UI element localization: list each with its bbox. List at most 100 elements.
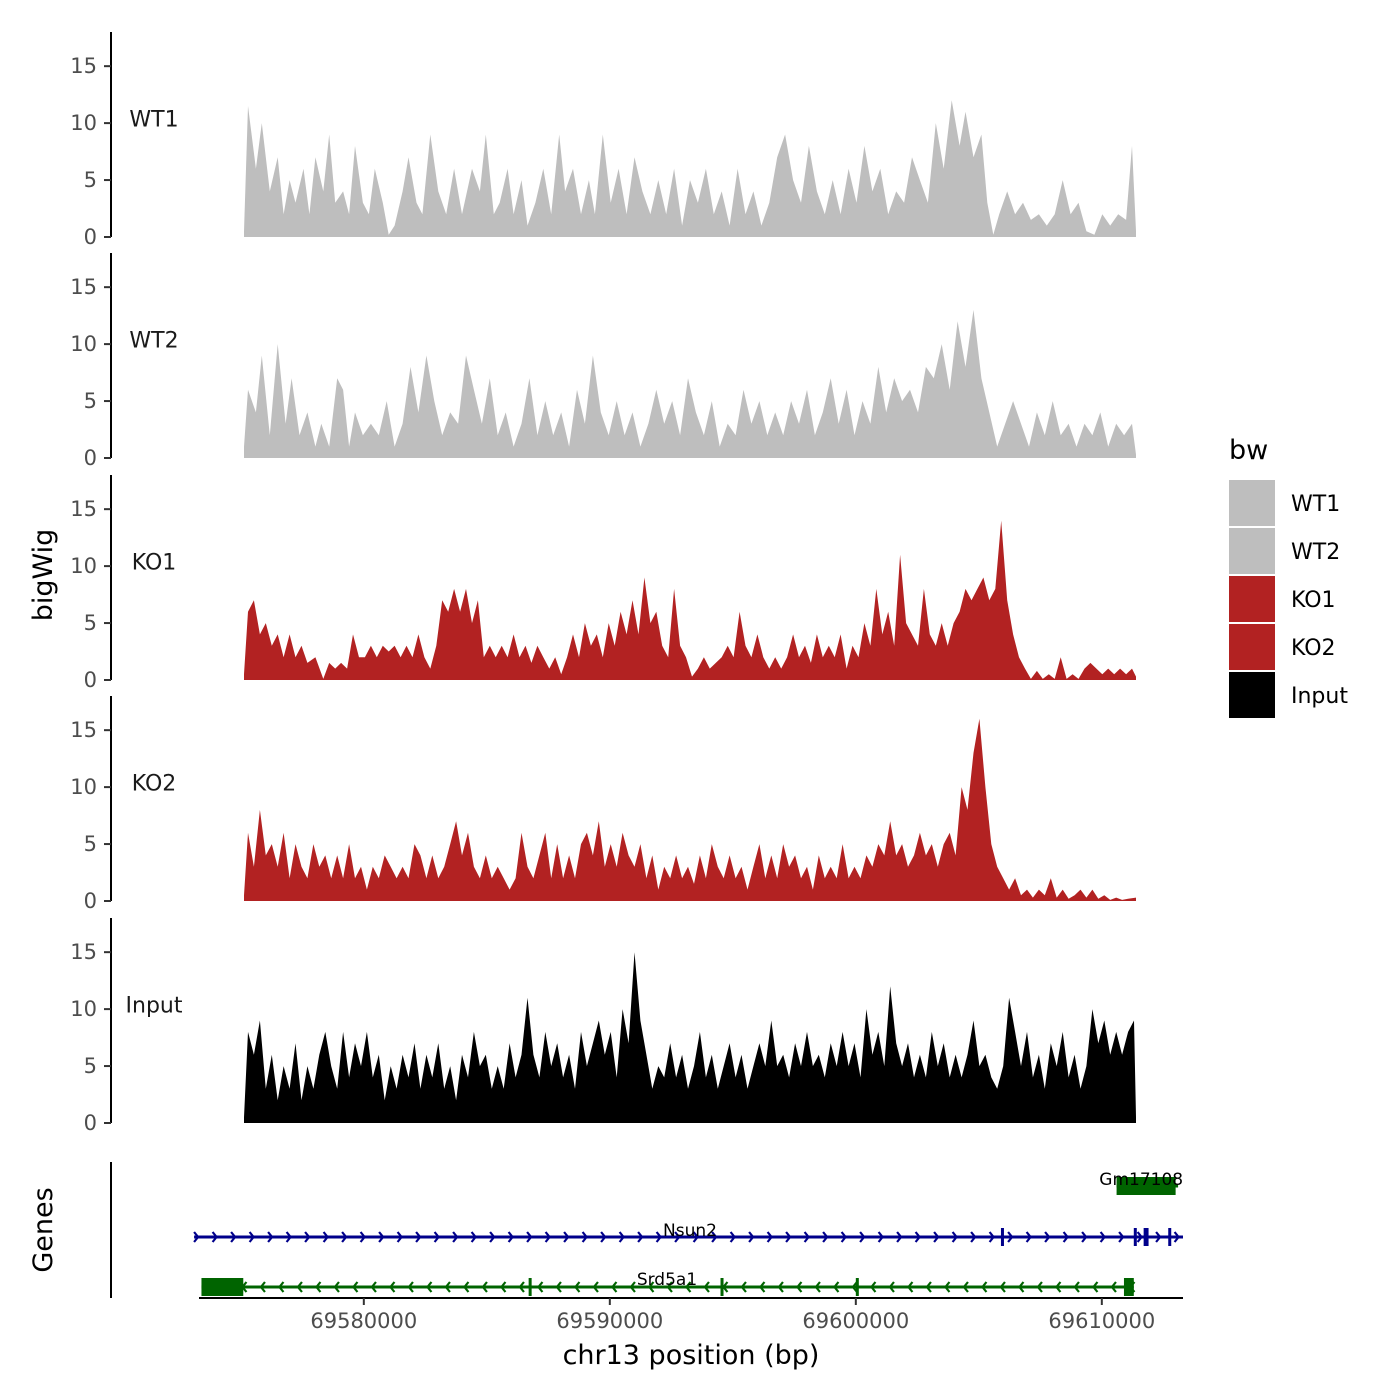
y-tick-label: 0: [84, 1111, 97, 1135]
strand-arrow: [315, 1281, 322, 1293]
strand-arrow: [703, 1281, 710, 1293]
x-tick-label: 69580000: [310, 1309, 417, 1333]
strand-arrow: [1081, 1231, 1088, 1243]
legend-item-ko2: KO2: [1229, 624, 1336, 670]
gene-gm17108: Gm17108: [1099, 1170, 1183, 1195]
strand-arrow: [637, 1231, 644, 1243]
strand-arrow: [333, 1281, 340, 1293]
track-label-wt1: WT1: [129, 108, 178, 133]
x-axis-ticks: 69580000 69590000 69600000 69610000: [310, 1298, 1155, 1333]
legend-label: WT2: [1291, 540, 1340, 565]
strand-arrow: [1062, 1231, 1069, 1243]
strand-arrow: [674, 1231, 681, 1243]
strand-arrow: [259, 1281, 266, 1293]
strand-arrow: [822, 1231, 829, 1243]
strand-arrow: [574, 1281, 581, 1293]
strand-arrow: [951, 1231, 958, 1243]
strand-arrow: [685, 1281, 692, 1293]
strand-arrow: [925, 1281, 932, 1293]
strand-arrow: [426, 1281, 433, 1293]
track-label-wt2: WT2: [129, 329, 178, 354]
strand-arrow: [1073, 1281, 1080, 1293]
strand-arrow: [359, 1231, 366, 1243]
track-label-ko2: KO2: [132, 772, 177, 797]
legend-swatch: [1229, 480, 1275, 526]
strand-arrow: [655, 1231, 662, 1243]
strand-arrow: [1092, 1281, 1099, 1293]
x-tick-label: 69590000: [556, 1309, 663, 1333]
strand-arrow: [666, 1281, 673, 1293]
tracks: 0 5 10 15 WT1 0 5 10 15 WT2 0 5 10 15 KO1 0 5 10 15 KO2 0 5 10…: [70, 32, 1136, 1135]
strand-arrow: [740, 1281, 747, 1293]
gene-srd5a1: Srd5a1: [201, 1270, 1136, 1296]
y-tick-label: 0: [84, 446, 97, 470]
strand-arrow: [592, 1281, 599, 1293]
legend-entries: WT1 WT2 KO1 KO2 Input: [1229, 480, 1348, 718]
strand-arrow: [870, 1281, 877, 1293]
signal-area-input: [244, 952, 1136, 1123]
gene-label-srd5a1: Srd5a1: [637, 1270, 697, 1290]
strand-arrow: [396, 1231, 403, 1243]
strand-arrow: [248, 1231, 255, 1243]
gene-exon: [720, 1278, 724, 1296]
strand-arrow: [526, 1231, 533, 1243]
strand-arrow: [452, 1231, 459, 1243]
track-label-ko1: KO1: [132, 551, 177, 576]
strand-arrow: [193, 1231, 200, 1243]
strand-arrow: [907, 1281, 914, 1293]
strand-arrow: [444, 1281, 451, 1293]
y-tick-label: 15: [70, 940, 97, 964]
track-ko1: 0 5 10 15 KO1: [70, 475, 1136, 692]
strand-arrow: [1044, 1231, 1051, 1243]
strand-arrow: [748, 1231, 755, 1243]
y-tick-label: 0: [84, 225, 97, 249]
genes-panel: Genes Gm17108 Nsun2 Srd5a1 69580000 6959000…: [28, 1162, 1183, 1371]
strand-arrow: [285, 1231, 292, 1243]
y-tick-label: 10: [70, 997, 97, 1021]
gene-exon: [528, 1278, 532, 1296]
strand-arrow: [470, 1231, 477, 1243]
y-tick-label: 0: [84, 668, 97, 692]
strand-arrow: [415, 1231, 422, 1243]
y-tick-label: 15: [70, 497, 97, 521]
strand-arrow: [341, 1231, 348, 1243]
strand-arrow: [833, 1281, 840, 1293]
strand-arrow: [378, 1231, 385, 1243]
legend-label: KO2: [1291, 636, 1336, 661]
strand-arrow: [304, 1231, 311, 1243]
strand-arrow: [555, 1281, 562, 1293]
y-tick-label: 10: [70, 332, 97, 356]
strand-arrow: [267, 1231, 274, 1243]
y-tick-label: 5: [84, 168, 97, 192]
gene-label-nsun2: Nsun2: [663, 1221, 717, 1241]
track-wt2: 0 5 10 15 WT2: [70, 253, 1136, 470]
gene-exon: [855, 1278, 859, 1296]
track-input: 0 5 10 15 Input: [70, 918, 1136, 1135]
strand-arrow: [1118, 1231, 1125, 1243]
legend-title: bw: [1229, 435, 1268, 466]
strand-arrow: [877, 1231, 884, 1243]
y-tick-label: 5: [84, 611, 97, 635]
strand-arrow: [544, 1231, 551, 1243]
strand-arrow: [999, 1281, 1006, 1293]
legend-item-wt1: WT1: [1229, 480, 1340, 526]
y-tick-label: 5: [84, 1054, 97, 1078]
strand-arrow: [785, 1231, 792, 1243]
strand-arrow: [944, 1281, 951, 1293]
legend-label: WT1: [1291, 492, 1340, 517]
strand-arrow: [352, 1281, 359, 1293]
gene-label-gm17108: Gm17108: [1099, 1170, 1183, 1190]
strand-arrow: [563, 1231, 570, 1243]
y-tick-label: 10: [70, 111, 97, 135]
gene-models: Gm17108 Nsun2 Srd5a1: [193, 1170, 1183, 1296]
strand-arrow: [600, 1231, 607, 1243]
y-tick-label: 5: [84, 832, 97, 856]
strand-arrow: [322, 1231, 329, 1243]
gene-exon: [1133, 1228, 1137, 1246]
strand-arrow: [370, 1281, 377, 1293]
gene-nsun2: Nsun2: [193, 1221, 1183, 1246]
y-tick-label: 15: [70, 718, 97, 742]
strand-arrow: [803, 1231, 810, 1243]
strand-arrow: [618, 1231, 625, 1243]
strand-arrow: [896, 1231, 903, 1243]
